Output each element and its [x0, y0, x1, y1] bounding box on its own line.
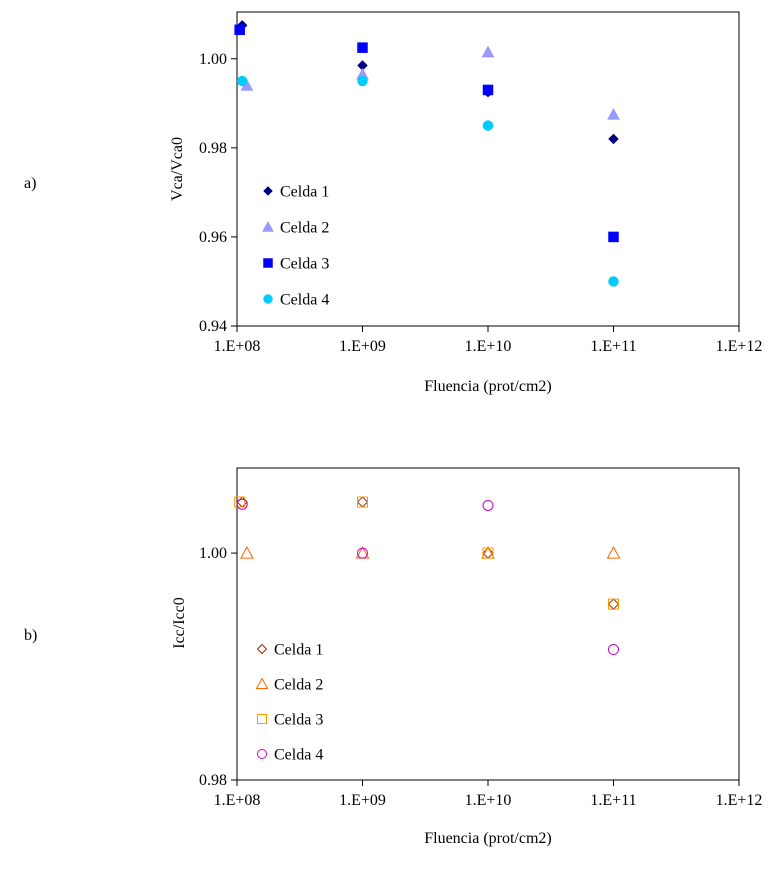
- data-point: [608, 276, 619, 287]
- data-markers: [234, 496, 621, 656]
- data-point: [607, 107, 620, 120]
- data-point: [234, 496, 246, 508]
- legend-label: Celda 3: [280, 256, 329, 273]
- y-tick-label: 0.98: [199, 140, 227, 157]
- x-tick-label: 1.E+12: [716, 792, 763, 809]
- plot-area: [236, 467, 740, 781]
- x-tick-label: 1.E+11: [590, 792, 636, 809]
- legend-label: Celda 4: [274, 747, 323, 764]
- x-tick-label: 1.E+08: [214, 792, 261, 809]
- data-point: [236, 498, 248, 510]
- x-tick-label: 1.E+10: [465, 338, 512, 355]
- data-markers: [234, 20, 620, 287]
- legend-marker: [257, 749, 267, 759]
- x-tick-label: 1.E+10: [465, 792, 512, 809]
- legend-label: Celda 4: [280, 292, 329, 309]
- data-point: [481, 45, 495, 58]
- data-point: [606, 546, 621, 559]
- data-point: [236, 496, 248, 508]
- panel-label: a): [24, 175, 36, 192]
- legend: Celda 1 Celda 2 Celda 3 Celda 4: [262, 184, 329, 309]
- legend-label: Celda 2: [274, 677, 323, 694]
- data-point: [608, 598, 619, 610]
- legend-label: Celda 1: [280, 184, 329, 201]
- y-axis: 0.98 1.00: [199, 545, 237, 789]
- chart-panel-a: a) 1.E+08 1.E+09 1.E+10 1.E+11 1.E+12 0.940.…: [24, 11, 763, 395]
- data-point: [482, 547, 494, 559]
- legend-label: Celda 3: [274, 712, 323, 729]
- data-point: [607, 598, 620, 610]
- y-tick-label: 0.98: [199, 772, 227, 789]
- data-point: [357, 547, 368, 559]
- plot-area: [236, 11, 740, 327]
- legend-marker: [257, 714, 267, 724]
- data-point: [608, 133, 619, 145]
- y-tick-label: 0.94: [199, 318, 227, 335]
- legend-marker: [262, 220, 274, 232]
- data-point: [240, 546, 254, 559]
- x-tick-label: 1.E+09: [339, 792, 386, 809]
- y-axis: 0.94 0.96 0.98 1.00: [199, 51, 237, 335]
- x-tick-label: 1.E+08: [214, 338, 261, 355]
- legend-marker: [263, 258, 273, 268]
- panel-label: b): [24, 627, 37, 644]
- x-axis: 1.E+08 1.E+09 1.E+10 1.E+11 1.E+12: [214, 780, 763, 809]
- chart-panel-b: b) 1.E+08 1.E+09 1.E+10 1.E+11 1.E+12 0.981.…: [24, 467, 763, 847]
- x-tick-label: 1.E+11: [590, 338, 636, 355]
- data-point: [482, 84, 494, 96]
- data-point: [356, 496, 369, 508]
- legend-marker: [256, 643, 268, 655]
- x-tick-label: 1.E+12: [716, 338, 763, 355]
- data-point: [608, 231, 619, 243]
- y-axis-title: Vca/Vca0: [169, 137, 186, 201]
- y-tick-label: 1.00: [199, 545, 227, 562]
- data-point: [608, 644, 619, 656]
- legend: Celda 1 Celda 2 Celda 3 Celda 4: [255, 642, 323, 764]
- x-axis: 1.E+08 1.E+09 1.E+10 1.E+11 1.E+12: [214, 326, 763, 355]
- legend-marker: [263, 186, 273, 196]
- legend-marker: [255, 677, 269, 689]
- legend-marker: [263, 294, 273, 304]
- legend-label: Celda 2: [280, 220, 329, 237]
- y-axis-title: Icc/Icc0: [171, 597, 188, 649]
- y-tick-label: 0.96: [199, 229, 227, 246]
- data-point: [482, 499, 494, 511]
- data-point: [482, 120, 494, 131]
- x-axis-title: Fluencia (prot/cm2): [424, 378, 552, 395]
- data-point: [357, 75, 368, 87]
- data-point: [357, 42, 368, 53]
- data-point: [357, 496, 368, 508]
- x-tick-label: 1.E+09: [339, 338, 386, 355]
- x-axis-title: Fluencia (prot/cm2): [424, 830, 552, 847]
- data-point: [236, 75, 248, 87]
- data-point: [234, 24, 245, 36]
- legend-label: Celda 1: [274, 642, 323, 659]
- y-tick-label: 1.00: [199, 51, 227, 68]
